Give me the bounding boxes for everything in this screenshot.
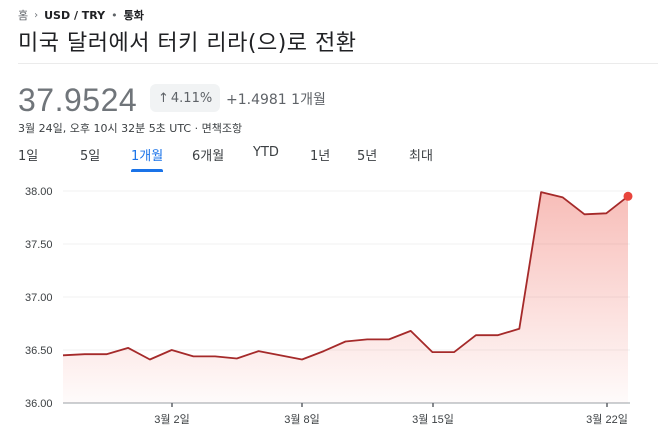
breadcrumb-pair: USD / TRY bbox=[44, 8, 106, 22]
y-tick-label: 36.50 bbox=[25, 345, 53, 357]
tab-range-5[interactable]: 1년 bbox=[310, 149, 331, 164]
breadcrumb-category: 통화 bbox=[123, 9, 144, 22]
tab-range-6[interactable]: 5년 bbox=[357, 149, 378, 164]
y-tick-label: 36.00 bbox=[25, 398, 53, 410]
breadcrumb-separator: • bbox=[111, 8, 118, 22]
change-value: +1.4981 bbox=[226, 92, 287, 108]
latest-point-marker[interactable] bbox=[623, 191, 633, 201]
arrow-up-icon: ↑ bbox=[158, 90, 169, 106]
change-period: 1개월 bbox=[291, 92, 326, 108]
x-tick-label: 3월 15일 bbox=[412, 412, 454, 426]
change-percent: 4.11% bbox=[170, 90, 213, 106]
y-tick-label: 37.50 bbox=[25, 239, 53, 251]
x-tick-label: 3월 2일 bbox=[154, 412, 190, 426]
tab-range-1[interactable]: 5일 bbox=[80, 149, 101, 164]
tab-range-7[interactable]: 최대 bbox=[409, 149, 433, 164]
y-tick-label: 37.00 bbox=[25, 292, 53, 304]
timestamp: 3월 24일, 오후 10시 32분 5초 UTC · 면책조항 bbox=[18, 122, 243, 135]
tab-range-3[interactable]: 6개월 bbox=[192, 149, 225, 164]
x-tick-label: 3월 22일 bbox=[586, 412, 628, 426]
x-tick-label: 3월 8일 bbox=[284, 412, 320, 426]
change-percent-badge: ↑ 4.11% bbox=[150, 84, 221, 112]
breadcrumb: 홈 › USD / TRY • 통화 bbox=[18, 7, 144, 23]
page-title: 미국 달러에서 터키 리라(으)로 전환 bbox=[18, 31, 357, 56]
tab-range-0[interactable]: 1일 bbox=[18, 149, 39, 164]
y-tick-label: 38.00 bbox=[25, 186, 53, 198]
breadcrumb-home-link[interactable]: 홈 bbox=[18, 9, 29, 22]
tab-range-2[interactable]: 1개월 bbox=[131, 143, 164, 172]
current-price: 37.9524 bbox=[18, 82, 138, 118]
chevron-right-icon: › bbox=[34, 9, 39, 21]
chart-area-fill bbox=[63, 192, 628, 403]
chart-line bbox=[62, 191, 629, 361]
price-chart[interactable]: 38.00 37.50 37.00 36.50 36.00 3월 2일 3월 8일 3월 15… bbox=[0, 176, 658, 440]
divider bbox=[18, 63, 658, 64]
tab-range-4[interactable]: YTD bbox=[253, 145, 279, 160]
change-absolute: +1.4981 1개월 bbox=[226, 89, 326, 109]
